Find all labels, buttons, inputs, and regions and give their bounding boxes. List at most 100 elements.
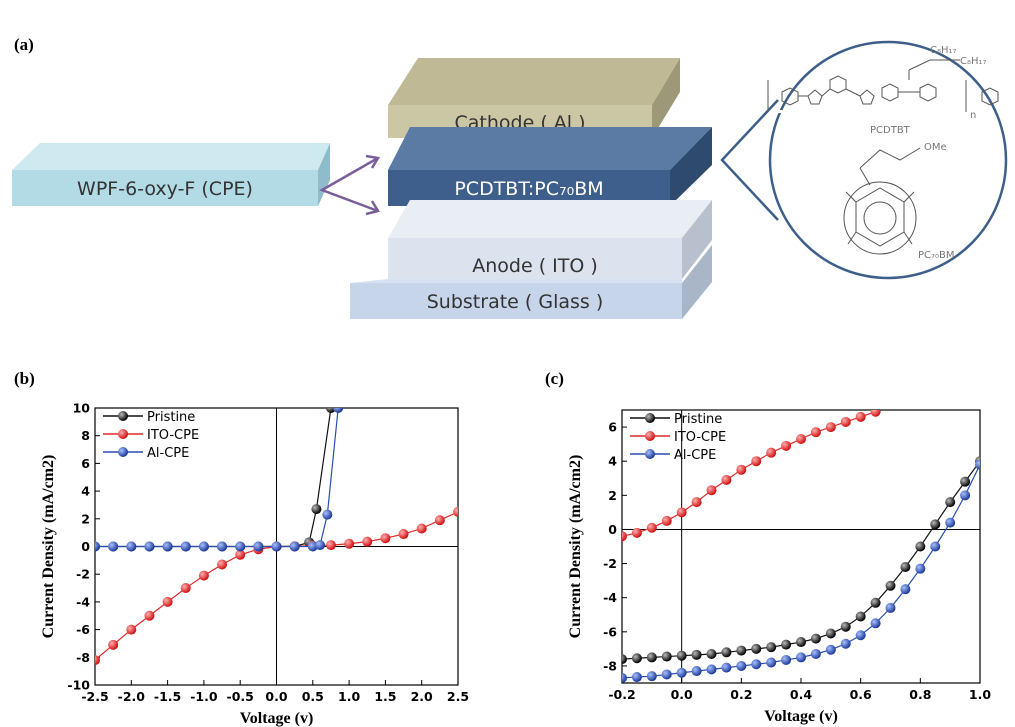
data-point (796, 637, 806, 647)
data-point (435, 515, 445, 525)
data-point (841, 417, 851, 427)
legend-label: ITO-CPE (147, 428, 199, 443)
molecule-name: PC₇₀BM (918, 250, 955, 261)
x-tick-label: 0.5 (302, 689, 324, 704)
data-point (707, 664, 717, 674)
data-point (886, 603, 896, 613)
data-point (766, 658, 776, 668)
x-tick-label: 0.0 (265, 689, 287, 704)
y-tick-label: -2 (603, 556, 617, 571)
data-point (707, 485, 717, 495)
data-point (781, 655, 791, 665)
data-point (417, 523, 427, 533)
data-point (841, 639, 851, 649)
x-tick-label: 2.5 (447, 689, 469, 704)
data-point (199, 571, 209, 581)
data-point (826, 422, 836, 432)
legend-marker (645, 431, 655, 441)
data-point (333, 403, 343, 413)
figure: (a) (b) (c) WPF-6-oxy-F (CPE) Cathode ( … (0, 0, 1015, 727)
panel-label: (c) (545, 369, 564, 388)
data-point (945, 518, 955, 528)
structure-label: OMe (924, 142, 947, 153)
data-point (322, 510, 332, 520)
data-point (453, 507, 463, 517)
panel-label: (a) (14, 35, 34, 54)
y-tick-label: -6 (603, 624, 617, 639)
x-tick-label: 1.0 (969, 687, 991, 702)
x-tick-label: -0.5 (227, 689, 254, 704)
legend-marker (645, 413, 655, 423)
data-point (826, 629, 836, 639)
data-point (766, 642, 776, 652)
y-tick-label: 8 (81, 428, 90, 443)
data-point (945, 497, 955, 507)
x-tick-label: 0.8 (909, 687, 931, 702)
data-point (856, 611, 866, 621)
data-point (199, 542, 209, 552)
data-point (915, 542, 925, 552)
data-point (163, 542, 173, 552)
data-point (126, 625, 136, 635)
data-point (736, 465, 746, 475)
x-axis-title: Voltage (v) (240, 710, 314, 727)
x-tick-label: 0.0 (671, 687, 693, 702)
data-point (751, 644, 761, 654)
plot-data (617, 407, 985, 683)
data-point (90, 655, 100, 665)
series-line (95, 408, 331, 547)
x-tick-label: 0.4 (790, 687, 812, 702)
data-point (315, 540, 325, 550)
y-tick-label: -6 (76, 622, 90, 637)
cpe-label: WPF-6-oxy-F (CPE) (77, 178, 253, 200)
data-point (975, 460, 985, 470)
x-tick-label: -1.0 (190, 689, 218, 704)
data-point (900, 562, 910, 572)
data-point (617, 654, 627, 664)
molecule-name: PCDTBT (870, 125, 911, 136)
data-point (181, 542, 191, 552)
molecule-callout: C₈H₁₇ C₈H₁₇ OMe n PCDTBT PC₇₀BM (722, 42, 1006, 278)
data-point (841, 622, 851, 632)
data-point (632, 528, 642, 538)
y-tick-label: 4 (81, 484, 90, 499)
y-tick-label: 6 (608, 420, 617, 435)
data-point (647, 652, 657, 662)
legend-label: ITO-CPE (674, 430, 726, 445)
data-point (811, 634, 821, 644)
data-point (217, 542, 227, 552)
cpe-slab: WPF-6-oxy-F (CPE) (12, 143, 330, 206)
data-point (751, 456, 761, 466)
data-point (677, 668, 687, 678)
data-point (344, 539, 354, 549)
data-point (399, 529, 409, 539)
structure-label: C₈H₁₇ (960, 56, 987, 67)
y-tick-label: 2 (81, 511, 90, 526)
y-tick-label: -4 (603, 590, 617, 605)
data-point (311, 504, 321, 514)
data-point (362, 537, 372, 547)
y-tick-label: 2 (608, 488, 617, 503)
data-point (235, 542, 245, 552)
y-tick-label: 0 (608, 522, 617, 537)
data-point (617, 673, 627, 683)
data-point (692, 497, 702, 507)
data-point (751, 659, 761, 669)
x-tick-label: 1.5 (374, 689, 396, 704)
data-point (380, 533, 390, 543)
data-point (856, 630, 866, 640)
data-point (163, 597, 173, 607)
data-point (692, 650, 702, 660)
data-point (692, 666, 702, 676)
data-point (721, 647, 731, 657)
data-point (960, 490, 970, 500)
data-point (108, 542, 118, 552)
anode-slab: Anode ( ITO ) (388, 200, 712, 279)
data-point (766, 448, 776, 458)
x-tick-label: -2.0 (118, 689, 146, 704)
data-point (871, 407, 881, 417)
arrows (322, 156, 378, 214)
data-point (826, 645, 836, 655)
